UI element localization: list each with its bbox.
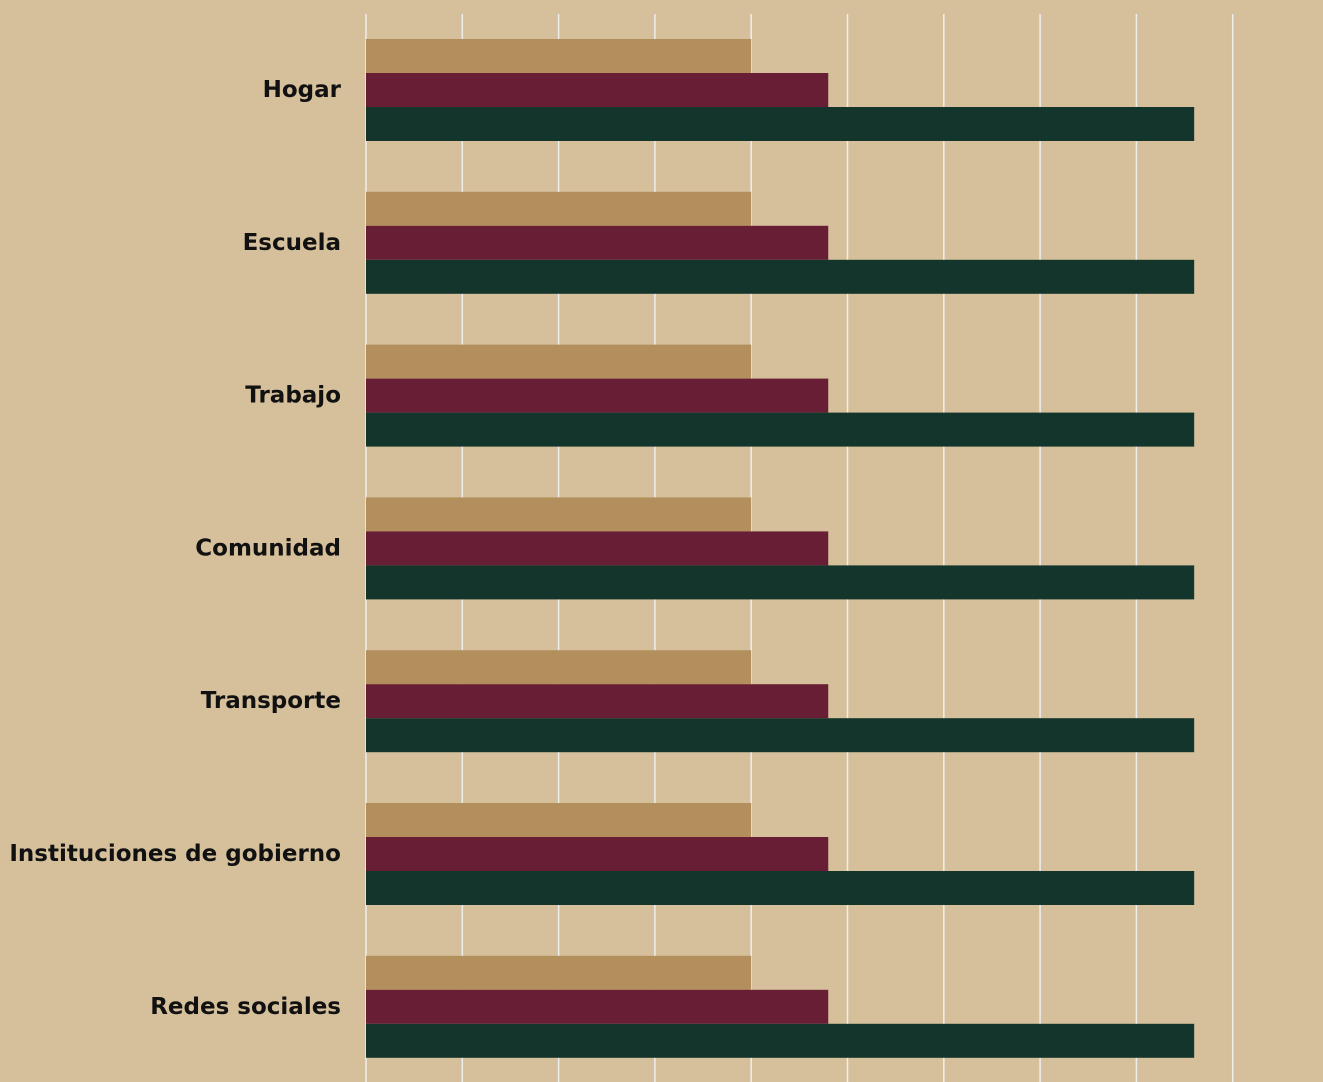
bar-cat1-series1 bbox=[366, 225, 829, 260]
bar-cat5-series2 bbox=[366, 871, 1195, 905]
category-label-2: Trabajo bbox=[245, 383, 341, 409]
bar-cat2-series2 bbox=[366, 412, 1195, 447]
bar-cat6-series0 bbox=[366, 955, 752, 990]
bar-cat3-series1 bbox=[366, 531, 829, 566]
bar-cat5-series1 bbox=[366, 837, 829, 871]
category-label-1: Escuela bbox=[243, 230, 341, 256]
bar-cat0-series0 bbox=[366, 39, 752, 73]
category-label-3: Comunidad bbox=[195, 535, 341, 561]
category-label-6: Redes sociales bbox=[150, 994, 341, 1020]
bar-cat0-series2 bbox=[366, 107, 1195, 141]
bar-cat5-series0 bbox=[366, 803, 752, 837]
bars bbox=[366, 39, 1195, 1058]
bar-cat3-series2 bbox=[366, 565, 1195, 600]
bar-cat2-series1 bbox=[366, 378, 829, 413]
bar-cat0-series1 bbox=[366, 73, 829, 107]
bar-cat2-series0 bbox=[366, 344, 752, 379]
bar-cat6-series1 bbox=[366, 989, 829, 1024]
bar-cat4-series2 bbox=[366, 718, 1195, 753]
bar-cat3-series0 bbox=[366, 497, 752, 532]
category-label-4: Transporte bbox=[201, 688, 341, 714]
bar-cat4-series1 bbox=[366, 684, 829, 719]
bar-cat6-series2 bbox=[366, 1023, 1195, 1058]
category-label-5: Instituciones de gobierno bbox=[9, 841, 341, 867]
bar-cat4-series0 bbox=[366, 650, 752, 685]
category-label-0: Hogar bbox=[263, 77, 342, 103]
bar-cat1-series2 bbox=[366, 259, 1195, 294]
bar-cat1-series0 bbox=[366, 191, 752, 226]
